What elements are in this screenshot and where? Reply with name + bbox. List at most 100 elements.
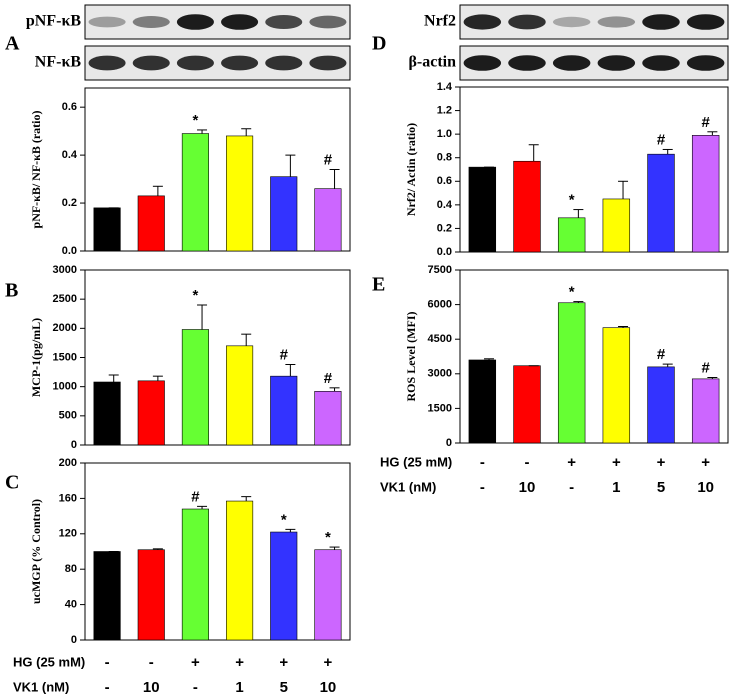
blot-band <box>176 55 214 71</box>
y-tick-label: 2000 <box>53 322 77 334</box>
blot-band <box>309 55 347 71</box>
bar <box>557 302 586 444</box>
y-axis-label: ucMGP (% Control) <box>29 499 43 604</box>
plot-frame <box>459 269 729 444</box>
bar <box>270 176 298 252</box>
bar <box>270 375 298 446</box>
treatment-level: 10 <box>697 479 714 496</box>
y-tick-label: 1.0 <box>437 128 452 140</box>
y-tick-label: 0.6 <box>437 175 452 187</box>
y-tick-label: 0.0 <box>62 245 77 257</box>
bar <box>137 549 165 641</box>
blot-label: NF-κB <box>35 54 82 71</box>
significance-mark: # <box>701 359 710 376</box>
bar <box>226 345 254 446</box>
treatment-level: + <box>612 454 621 471</box>
y-tick-label: 40 <box>65 599 77 611</box>
blot-band <box>221 55 259 71</box>
plot-frame <box>459 86 729 253</box>
bar <box>647 153 675 253</box>
treatment-level: + <box>191 654 200 671</box>
y-tick-label: 0.4 <box>437 199 453 211</box>
treatment-level: - <box>480 454 485 471</box>
significance-mark: # <box>280 346 289 363</box>
bar <box>557 217 586 253</box>
blot-band <box>176 14 214 30</box>
treatment-level: - <box>525 454 530 471</box>
significance-mark: * <box>569 192 575 209</box>
treatment-level: 1 <box>235 679 243 696</box>
blot-band <box>463 14 502 30</box>
bar <box>137 380 165 446</box>
treatment-level: 5 <box>280 679 288 696</box>
y-tick-label: 6000 <box>428 299 452 311</box>
panel-letter: C <box>5 472 19 494</box>
bar <box>691 378 720 444</box>
blot-label: β-actin <box>408 54 456 71</box>
bar <box>181 133 209 252</box>
blot-band <box>265 55 303 71</box>
treatment-label: HG (25 mM) <box>13 654 85 669</box>
y-tick-label: 2500 <box>53 293 77 305</box>
blot-band <box>508 14 546 30</box>
treatment-level: - <box>569 479 574 496</box>
y-tick-label: 160 <box>59 492 77 504</box>
y-tick-label: 0 <box>446 437 452 449</box>
blot-band <box>597 16 636 28</box>
plot-frame <box>84 269 351 446</box>
y-tick-label: 500 <box>59 410 77 422</box>
blot-label: Nrf2 <box>424 13 456 30</box>
treatment-level: 10 <box>143 679 160 696</box>
bar <box>226 500 254 641</box>
bar <box>270 531 298 641</box>
y-tick-label: 0 <box>71 634 77 646</box>
y-tick-label: 0.0 <box>437 246 452 258</box>
y-tick-label: 0.2 <box>437 222 452 234</box>
blot-band <box>309 15 347 29</box>
panel-letter: D <box>372 33 386 55</box>
treatment-level: + <box>657 454 666 471</box>
y-tick-label: 3000 <box>53 264 77 276</box>
blot-band <box>265 15 303 29</box>
blot-band <box>132 16 170 28</box>
treatment-level: - <box>105 654 110 671</box>
treatment-level: - <box>193 679 198 696</box>
blot-strip <box>84 4 351 40</box>
significance-mark: * <box>192 112 198 129</box>
y-tick-label: 4500 <box>428 333 452 345</box>
blot-band <box>642 55 680 71</box>
significance-mark: * <box>281 511 287 528</box>
blot-strip <box>459 45 729 81</box>
significance-mark: # <box>701 114 710 131</box>
y-axis-label: pNF-κB/ NF-κB (ratio) <box>29 111 43 229</box>
treatment-level: 10 <box>519 479 536 496</box>
bar <box>314 188 342 252</box>
plot-frame <box>84 462 351 641</box>
plot-frame <box>84 87 351 252</box>
y-tick-label: 1000 <box>53 381 77 393</box>
treatment-level: 5 <box>657 479 665 496</box>
treatment-level: - <box>480 479 485 496</box>
y-tick-label: 0.4 <box>62 149 78 161</box>
significance-mark: # <box>657 131 666 148</box>
blot-strip <box>459 4 729 40</box>
treatment-level: + <box>567 454 576 471</box>
blot-band <box>552 55 591 71</box>
treatment-level: + <box>279 654 288 671</box>
y-tick-label: 1.2 <box>437 104 452 116</box>
treatment-level: - <box>105 679 110 696</box>
significance-mark: # <box>191 488 200 505</box>
bar <box>226 135 254 252</box>
blot-band <box>88 55 126 71</box>
y-tick-label: 7500 <box>428 264 452 276</box>
bar <box>181 508 209 641</box>
blot-band <box>686 14 725 30</box>
blot-band <box>508 55 546 71</box>
blot-band <box>642 14 680 30</box>
significance-mark: # <box>657 346 666 363</box>
panel-letter: E <box>372 274 385 296</box>
significance-mark: * <box>569 284 575 301</box>
bar <box>602 198 631 253</box>
blot-strip <box>84 45 351 81</box>
